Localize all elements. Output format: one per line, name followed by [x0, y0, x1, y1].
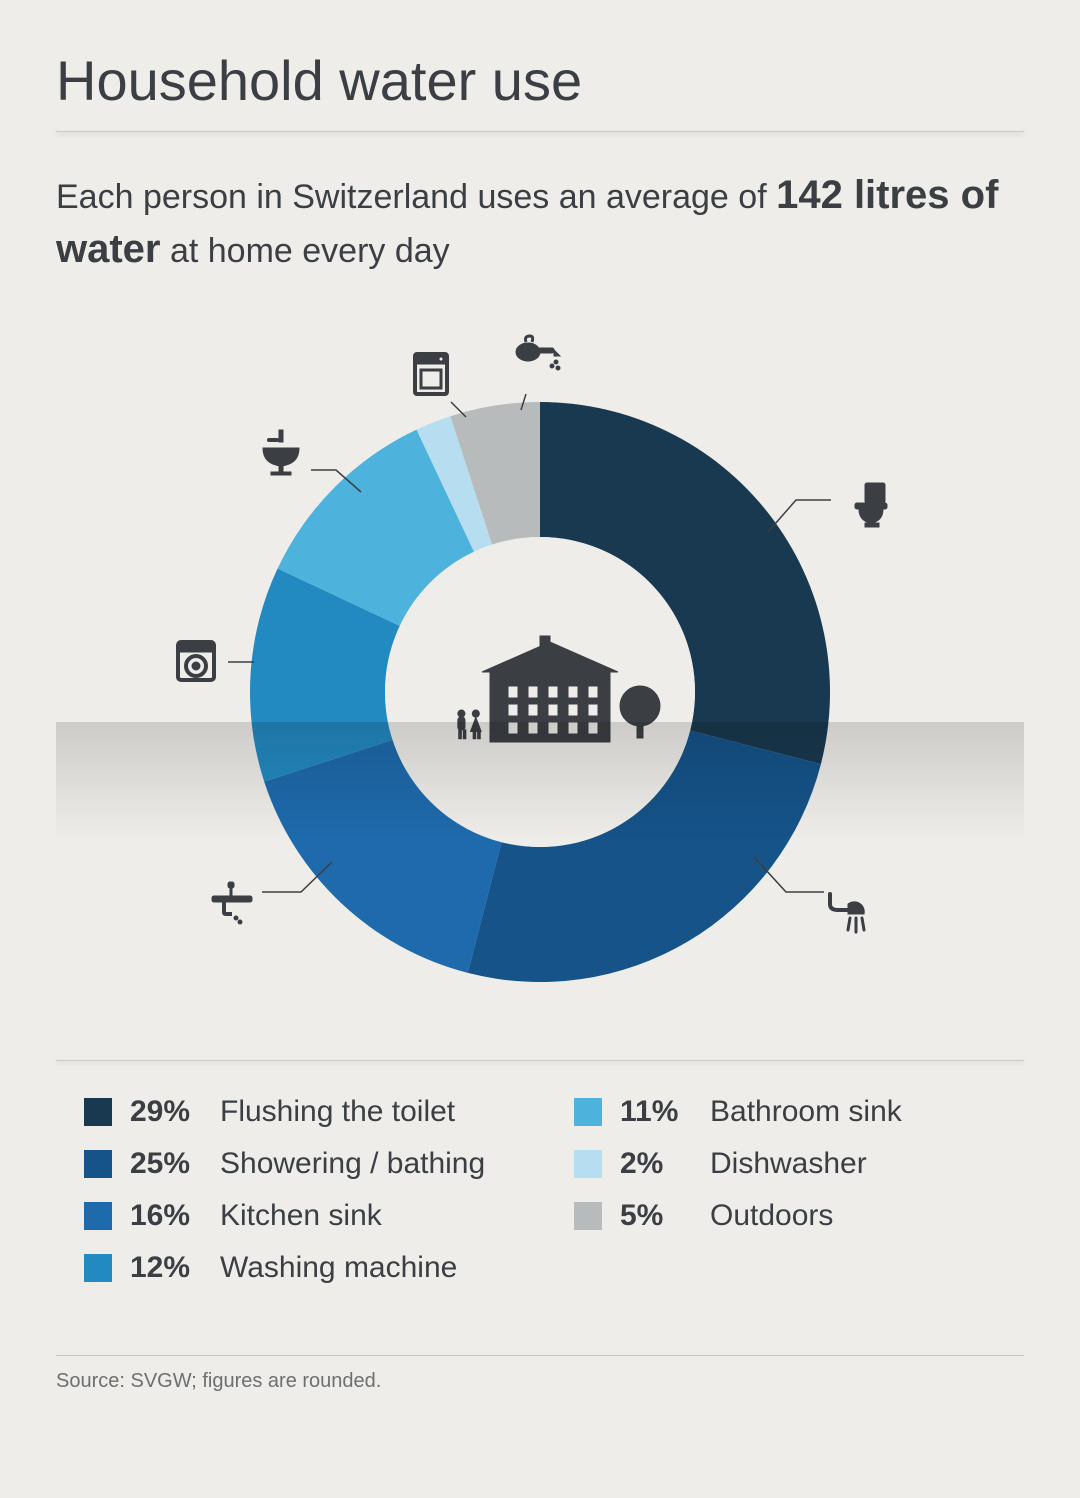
- donut-svg: [56, 292, 1024, 1052]
- legend-label-toilet: Flushing the toilet: [220, 1095, 455, 1129]
- legend-label-bathsink: Bathroom sink: [710, 1095, 902, 1129]
- legend-item-washer: 12%Washing machine: [84, 1251, 534, 1285]
- legend-swatch-shower: [84, 1150, 112, 1178]
- legend-label-shower: Showering / bathing: [220, 1147, 485, 1181]
- legend-label-kitchen: Kitchen sink: [220, 1199, 382, 1233]
- shower-icon: [830, 894, 864, 932]
- washer-icon: [178, 642, 214, 680]
- legend-swatch-toilet: [84, 1098, 112, 1126]
- subtitle-pre: Each person in Switzerland uses an avera…: [56, 178, 776, 216]
- kitchen-icon: [212, 882, 252, 924]
- bathsink-icon: [263, 430, 299, 475]
- legend-pct-dish: 2%: [620, 1147, 710, 1181]
- legend-pct-shower: 25%: [130, 1147, 220, 1181]
- outdoor-icon: [516, 336, 560, 370]
- subtitle: Each person in Switzerland uses an avera…: [56, 168, 1024, 276]
- legend-item-kitchen: 16%Kitchen sink: [84, 1199, 534, 1233]
- legend-item-outdoor: 5%Outdoors: [574, 1199, 1024, 1233]
- source-text: Source: SVGW; figures are rounded.: [56, 1370, 1024, 1393]
- legend-pct-kitchen: 16%: [130, 1199, 220, 1233]
- legend-label-dish: Dishwasher: [710, 1147, 867, 1181]
- legend-pct-outdoor: 5%: [620, 1199, 710, 1233]
- legend-pct-toilet: 29%: [130, 1095, 220, 1129]
- legend-swatch-dish: [574, 1150, 602, 1178]
- legend: 29%Flushing the toilet 11%Bathroom sink 25…: [56, 1095, 1024, 1285]
- legend-item-shower: 25%Showering / bathing: [84, 1147, 534, 1181]
- legend-pct-washer: 12%: [130, 1251, 220, 1285]
- legend-pct-bathsink: 11%: [620, 1095, 710, 1129]
- legend-item-toilet: 29%Flushing the toilet: [84, 1095, 534, 1129]
- legend-swatch-bathsink: [574, 1098, 602, 1126]
- page-title: Household water use: [56, 48, 1024, 113]
- legend-label-outdoor: Outdoors: [710, 1199, 833, 1233]
- legend-swatch-outdoor: [574, 1202, 602, 1230]
- subtitle-post: at home every day: [161, 232, 450, 270]
- legend-item-bathsink: 11%Bathroom sink: [574, 1095, 1024, 1129]
- legend-rule: [56, 1060, 1024, 1061]
- legend-swatch-washer: [84, 1254, 112, 1282]
- legend-swatch-kitchen: [84, 1202, 112, 1230]
- dish-icon: [415, 354, 447, 394]
- source-rule: [56, 1355, 1024, 1356]
- donut-chart: [56, 292, 1024, 1052]
- toilet-icon: [855, 483, 887, 527]
- legend-label-washer: Washing machine: [220, 1251, 457, 1285]
- title-rule: [56, 131, 1024, 132]
- legend-item-dish: 2%Dishwasher: [574, 1147, 1024, 1181]
- ground-shadow: [56, 722, 1024, 862]
